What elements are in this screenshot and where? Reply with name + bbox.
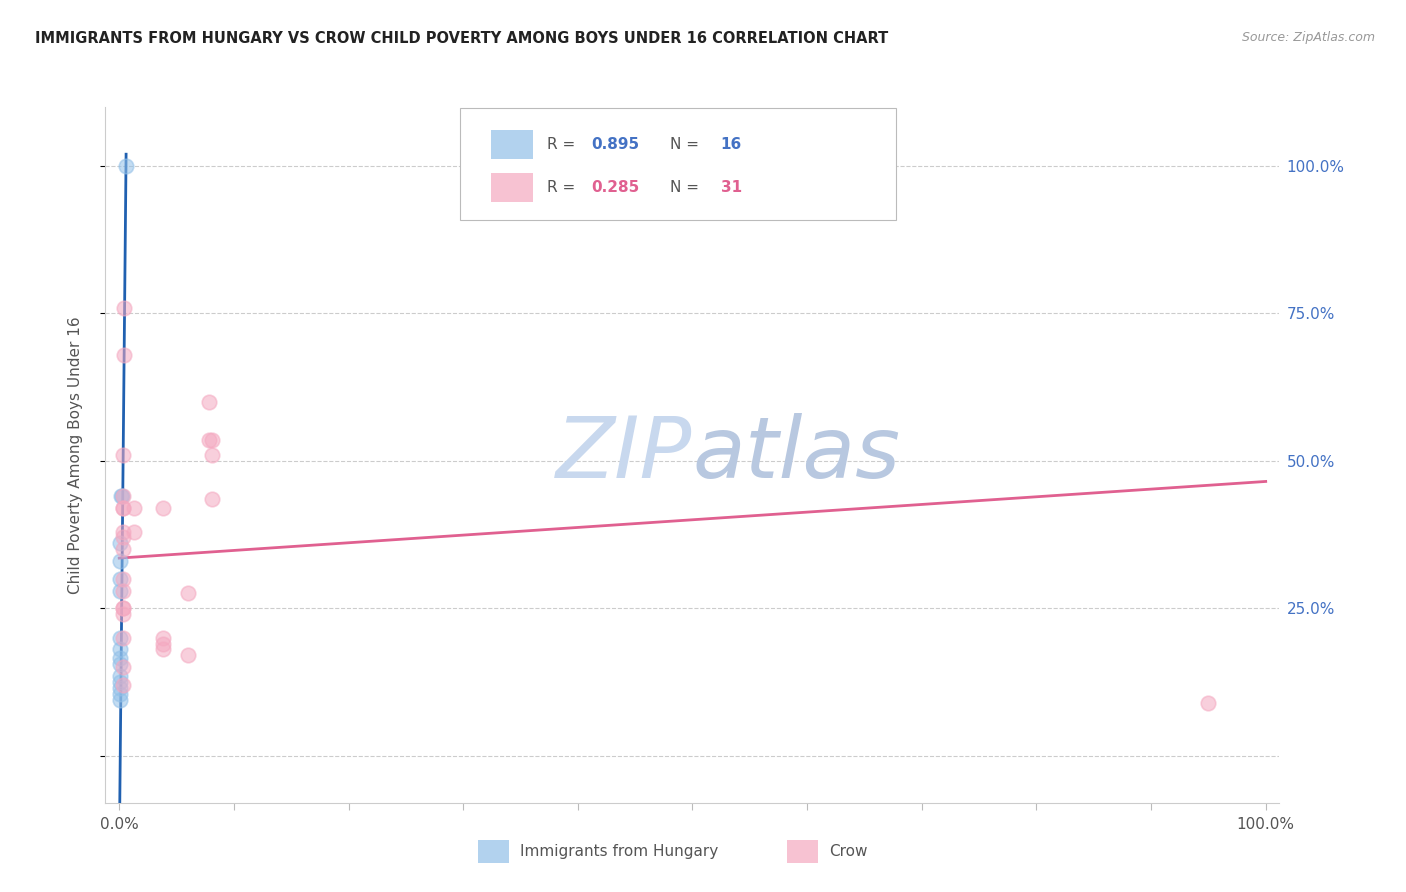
Point	[111, 601, 134, 615]
Text: N =: N =	[671, 137, 704, 153]
Point	[111, 631, 134, 645]
Text: 16: 16	[721, 137, 742, 153]
Point	[110, 669, 132, 683]
Text: ZIP: ZIP	[557, 413, 693, 497]
Point	[177, 586, 200, 600]
Point	[111, 607, 134, 621]
Point	[111, 500, 134, 515]
Point	[111, 660, 134, 674]
Point	[112, 348, 135, 362]
Text: Immigrants from Hungary: Immigrants from Hungary	[520, 845, 718, 859]
Point	[110, 674, 132, 689]
Point	[112, 301, 135, 315]
Point	[111, 500, 134, 515]
Point	[111, 531, 134, 545]
Point	[111, 448, 134, 462]
Text: atlas: atlas	[693, 413, 900, 497]
Point	[122, 524, 145, 539]
Text: Crow: Crow	[830, 845, 868, 859]
Point	[152, 500, 174, 515]
Point	[110, 642, 132, 657]
Text: N =: N =	[671, 180, 704, 195]
Text: R =: R =	[547, 137, 581, 153]
Point	[201, 492, 224, 507]
Text: 0.285: 0.285	[592, 180, 640, 195]
FancyBboxPatch shape	[478, 840, 509, 863]
Point	[152, 642, 174, 657]
Point	[110, 681, 132, 695]
Y-axis label: Child Poverty Among Boys Under 16: Child Poverty Among Boys Under 16	[67, 316, 83, 594]
Point	[197, 433, 219, 447]
Point	[110, 651, 132, 665]
Point	[110, 657, 132, 672]
FancyBboxPatch shape	[460, 109, 896, 220]
Point	[115, 159, 138, 173]
Point	[152, 631, 174, 645]
Text: Source: ZipAtlas.com: Source: ZipAtlas.com	[1241, 31, 1375, 45]
FancyBboxPatch shape	[787, 840, 818, 863]
Point	[110, 489, 132, 503]
Point	[197, 395, 219, 409]
Point	[110, 692, 132, 706]
Text: 31: 31	[721, 180, 742, 195]
Point	[111, 678, 134, 692]
Point	[152, 637, 174, 651]
FancyBboxPatch shape	[491, 173, 533, 202]
Point	[201, 433, 224, 447]
Point	[1197, 696, 1219, 710]
Point	[110, 489, 132, 503]
FancyBboxPatch shape	[491, 130, 533, 159]
Point	[122, 500, 145, 515]
Text: 0.895: 0.895	[592, 137, 640, 153]
Point	[111, 572, 134, 586]
Point	[111, 583, 134, 598]
Point	[110, 583, 132, 598]
Point	[110, 572, 132, 586]
Point	[110, 554, 132, 568]
Point	[111, 601, 134, 615]
Point	[110, 536, 132, 550]
Point	[201, 448, 224, 462]
Point	[111, 489, 134, 503]
Text: R =: R =	[547, 180, 581, 195]
Point	[177, 648, 200, 663]
Point	[111, 524, 134, 539]
Text: IMMIGRANTS FROM HUNGARY VS CROW CHILD POVERTY AMONG BOYS UNDER 16 CORRELATION CH: IMMIGRANTS FROM HUNGARY VS CROW CHILD PO…	[35, 31, 889, 46]
Point	[110, 687, 132, 701]
Point	[110, 631, 132, 645]
Point	[111, 542, 134, 557]
